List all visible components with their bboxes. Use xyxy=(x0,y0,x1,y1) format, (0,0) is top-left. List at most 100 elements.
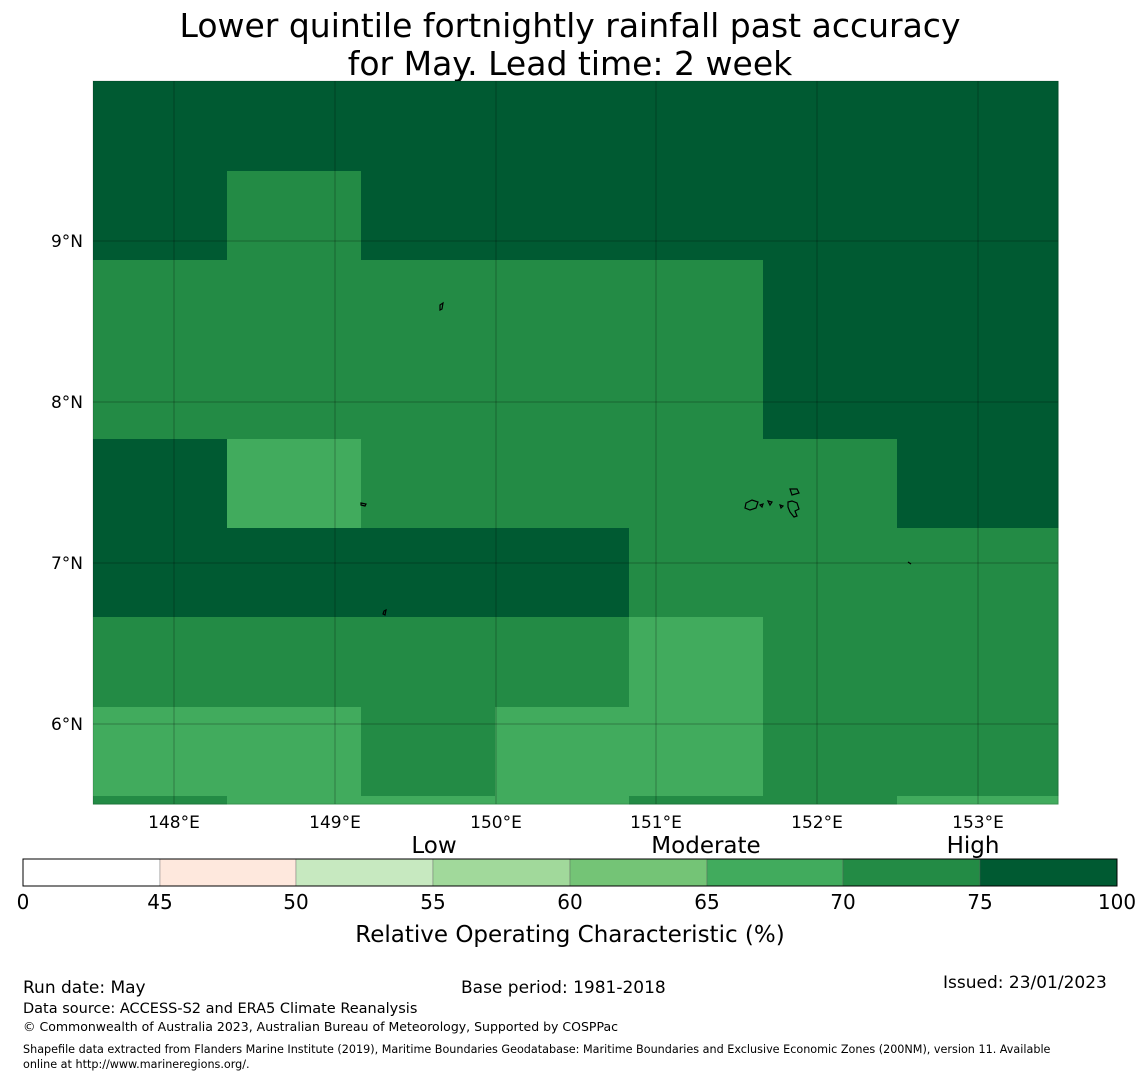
grid-cell xyxy=(495,171,630,261)
grid-cell xyxy=(1031,81,1059,172)
grid-cell xyxy=(897,528,1032,618)
island-outline xyxy=(382,608,387,616)
grid-cell xyxy=(763,171,898,261)
lon-tick-label: 151°E xyxy=(630,813,682,833)
lon-tick-label: 148°E xyxy=(148,813,200,833)
colorbar-axis-label: Relative Operating Characteristic (%) xyxy=(355,922,784,948)
lat-tick-label: 9°N xyxy=(51,232,83,252)
grid-cell xyxy=(763,439,898,529)
colorbar-segment xyxy=(569,858,708,887)
island-outline xyxy=(360,502,367,507)
grid-cell xyxy=(93,439,228,529)
grid-cell xyxy=(897,171,1032,261)
grid-cell xyxy=(93,260,228,350)
grid-cell xyxy=(763,617,898,708)
colorbar-tick-label: 45 xyxy=(147,890,172,914)
grid-cell xyxy=(1031,617,1059,708)
map-figure: 9°N 8°N 7°N 6°N 148°E 149°E 150°E 151°E … xyxy=(17,80,1136,948)
lat-tick-label: 7°N xyxy=(51,554,83,574)
colorbar-tick-label: 60 xyxy=(557,890,582,914)
grid-cell xyxy=(495,260,630,350)
grid-cell xyxy=(227,617,362,708)
grid-cell xyxy=(629,796,764,805)
island-outline xyxy=(779,504,785,510)
grid-cell xyxy=(227,171,362,261)
grid-cell xyxy=(361,171,496,261)
grid-cell xyxy=(361,260,496,350)
issued-date: Issued: 23/01/2023 xyxy=(943,973,1107,993)
grid-cell xyxy=(1031,171,1059,261)
island-outline xyxy=(439,301,444,311)
grid-cell xyxy=(361,81,496,172)
grid-cell xyxy=(361,617,496,708)
grid-cell xyxy=(227,349,362,440)
grid-cell xyxy=(897,707,1032,797)
grid-cell xyxy=(1031,439,1059,529)
category-label-low: Low xyxy=(411,833,456,859)
island-outline xyxy=(744,499,759,511)
grid-cell xyxy=(93,349,228,440)
grid-cell xyxy=(629,260,764,350)
colorbar-segment xyxy=(842,858,981,887)
colorbar-tick-labels: 0 45 50 55 60 65 70 75 100 xyxy=(17,890,1136,914)
lon-tick-label: 150°E xyxy=(470,813,522,833)
grid-cell xyxy=(227,796,362,805)
grid-cell xyxy=(93,707,228,797)
run-date: Run date: May xyxy=(23,978,146,998)
grid-cell xyxy=(629,171,764,261)
category-label-high: High xyxy=(947,833,1000,859)
grid-cell xyxy=(495,81,630,172)
colorbar-tick-label: 75 xyxy=(967,890,992,914)
grid-cell xyxy=(361,707,496,797)
grid-cell xyxy=(763,260,898,350)
copyright-notice: © Commonwealth of Australia 2023, Austra… xyxy=(23,1019,618,1034)
grid-cell xyxy=(495,796,630,805)
island-outline xyxy=(766,500,773,507)
colorbar-segment xyxy=(979,858,1118,887)
grid-cell xyxy=(495,707,630,797)
grid-cell xyxy=(93,171,228,261)
category-label-moderate: Moderate xyxy=(651,833,760,859)
colorbar-segment xyxy=(706,858,844,887)
island-coastlines xyxy=(360,301,912,616)
grid-cell xyxy=(629,528,764,618)
grid-cell xyxy=(1031,796,1059,805)
colorbar-segment xyxy=(295,858,434,887)
lon-tick-label: 149°E xyxy=(309,813,361,833)
grid-cell xyxy=(495,617,630,708)
grid-cell xyxy=(629,439,764,529)
grid-cell xyxy=(1031,528,1059,618)
colorbar-segment xyxy=(432,858,571,887)
grid-cell xyxy=(361,796,496,805)
grid-cell xyxy=(495,439,630,529)
map-frame xyxy=(92,80,1059,805)
grid-cell xyxy=(629,81,764,172)
latitude-axis-labels: 9°N 8°N 7°N 6°N xyxy=(51,232,83,735)
colorbar-tick-label: 100 xyxy=(1098,890,1136,914)
colorbar-segment xyxy=(22,858,161,887)
map-gridlines xyxy=(93,81,1058,804)
base-period: Base period: 1981-2018 xyxy=(461,978,666,998)
grid-cell xyxy=(227,707,362,797)
data-source: Data source: ACCESS-S2 and ERA5 Climate … xyxy=(23,1001,418,1017)
grid-cell xyxy=(897,81,1032,172)
map-title-line-1: Lower quintile fortnightly rainfall past… xyxy=(179,6,961,45)
island-outline xyxy=(758,503,764,509)
grid-cell xyxy=(629,617,764,708)
colorbar xyxy=(22,858,1118,887)
shapefile-credit-line-1: Shapefile data extracted from Flanders M… xyxy=(23,1043,1051,1056)
grid-cell xyxy=(1031,349,1059,440)
grid-cell xyxy=(763,81,898,172)
grid-cell xyxy=(495,349,630,440)
grid-cell xyxy=(93,617,228,708)
grid-cell xyxy=(629,707,764,797)
map-title-line-2: for May. Lead time: 2 week xyxy=(347,44,793,83)
colorbar-tick-label: 50 xyxy=(283,890,308,914)
island-outline xyxy=(787,500,800,518)
lon-tick-label: 153°E xyxy=(952,813,1004,833)
lat-tick-label: 6°N xyxy=(51,715,83,735)
island-outline xyxy=(907,561,912,565)
longitude-axis-labels: 148°E 149°E 150°E 151°E 152°E 153°E xyxy=(148,813,1004,833)
grid-cell xyxy=(897,796,1032,805)
lon-tick-label: 152°E xyxy=(791,813,843,833)
